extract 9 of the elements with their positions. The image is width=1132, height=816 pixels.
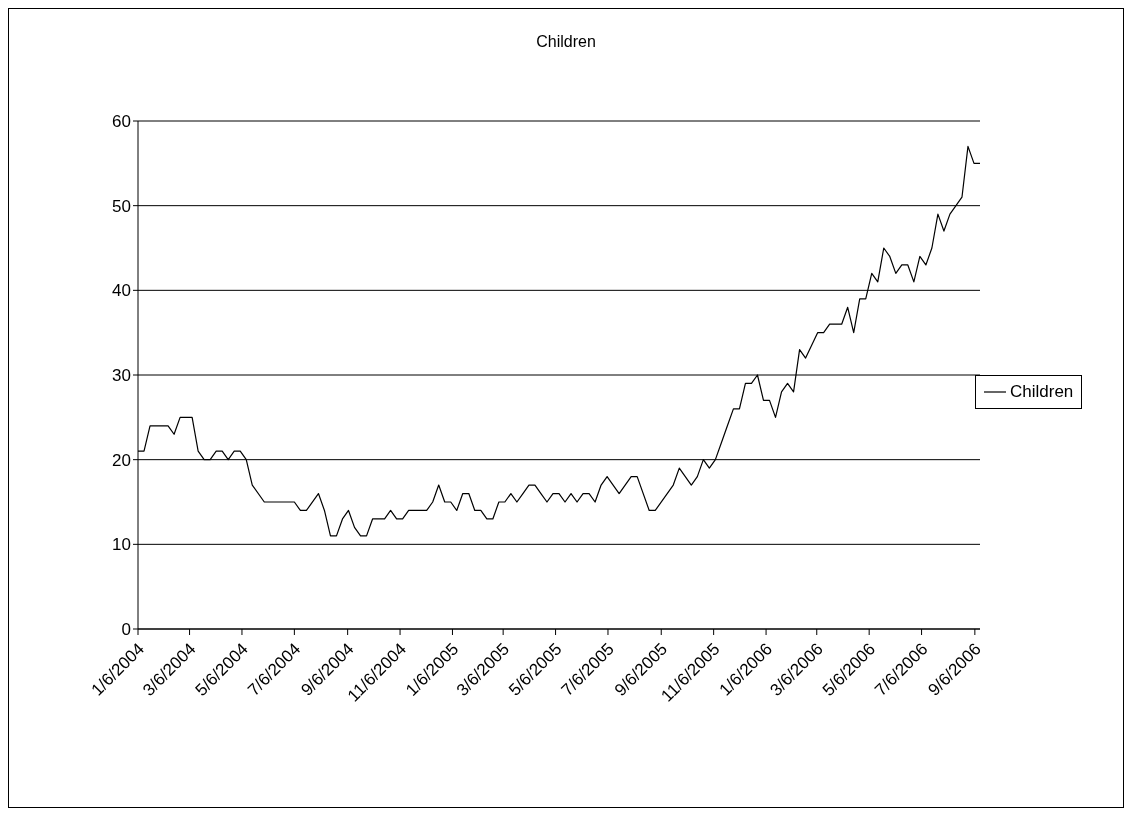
y-tick-label: 10 — [112, 535, 131, 555]
y-tick-label: 40 — [112, 281, 131, 301]
legend-label: Children — [1010, 382, 1074, 402]
y-tick-label: 50 — [112, 196, 131, 216]
y-tick-label: 30 — [112, 366, 131, 386]
y-tick-label: 60 — [112, 112, 131, 132]
y-tick-label: 20 — [112, 450, 131, 470]
y-tick-label: 0 — [121, 620, 131, 640]
chart-title: Children — [535, 33, 597, 51]
